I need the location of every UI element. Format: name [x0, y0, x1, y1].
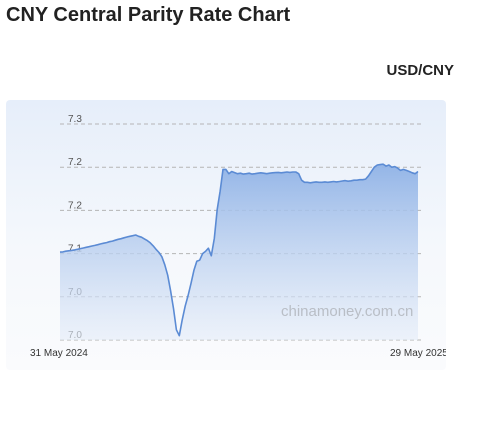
y-tick-label-2: 7.2 [68, 200, 82, 211]
page-title: CNY Central Parity Rate Chart [6, 4, 291, 26]
chart-card: 7.37.27.27.17.07.0 chinamoney.com.cn 31 … [6, 100, 446, 370]
rate-series-line [59, 163, 419, 337]
y-tick-label-0: 7.3 [68, 114, 82, 125]
y-tick-label-1: 7.2 [68, 157, 82, 168]
currency-pair-label: USD/CNY [386, 62, 454, 79]
x-axis-end-label: 29 May 2025 [390, 348, 446, 359]
rate-area [60, 164, 418, 340]
usd-cny-area-chart: 7.37.27.27.17.07.0 chinamoney.com.cn 31 … [30, 114, 446, 359]
x-axis-start-label: 31 May 2024 [30, 348, 88, 359]
watermark: chinamoney.com.cn [281, 303, 413, 320]
